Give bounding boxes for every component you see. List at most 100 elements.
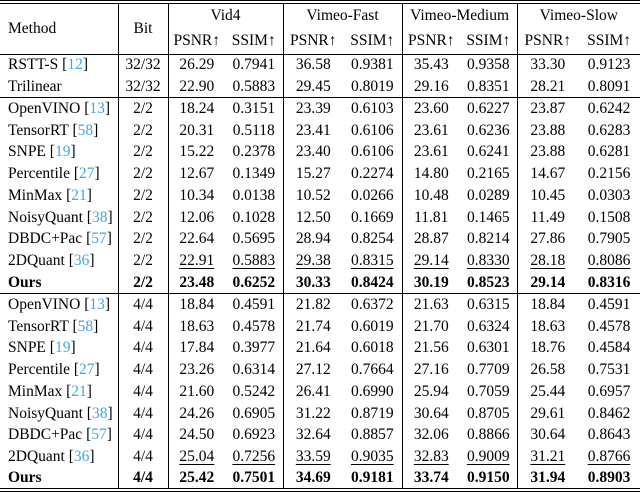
citation-link[interactable]: 57 [91,230,107,248]
citation-link[interactable]: 38 [91,208,108,226]
citation-link[interactable]: 21 [71,186,87,204]
citation-link[interactable]: 27 [79,361,95,379]
metric-value: 18.63 [530,317,566,335]
metric-value: 0.8857 [343,424,403,447]
metric-value: 34.69 [295,469,331,487]
citation-link[interactable]: 13 [89,296,105,314]
metric-value: 27.86 [530,230,566,248]
metric-value: 0.8316 [587,273,631,291]
method-name: SNPE [19] [0,141,119,163]
metric-value: 21.82 [295,296,331,314]
table-row: OpenVINO [13] 4/4 18.84 0.4591 21.82 0.6372 21… [0,293,640,316]
metric-value: 21.60 [179,382,215,400]
metric-value: 0.4578 [225,315,284,338]
header-method: Method [0,2,119,54]
bit-width: 4/4 [118,467,169,490]
metric-value: 30.64 [530,426,566,444]
table-row: SNPE [19] 4/4 17.84 0.3977 21.64 0.6018 21.56 0… [0,337,640,359]
table-row: TensorRT [58] 4/4 18.63 0.4578 21.74 0.6019 21… [0,315,640,338]
metric-value: 0.2274 [343,162,403,185]
metric-value: 18.84 [179,296,215,314]
bit-width: 2/2 [118,206,169,229]
metric-value: 24.26 [179,404,215,422]
citation-link[interactable]: 57 [91,426,107,444]
metric-value: 25.42 [179,469,215,487]
citation-link[interactable]: 58 [77,317,94,335]
table-row: NoisyQuant [38] 2/2 12.06 0.1028 12.50 0.1669… [0,206,640,229]
citation-link[interactable]: 21 [71,382,87,400]
metric-value: 23.39 [295,99,331,117]
metric-value: 23.88 [530,143,566,161]
metric-value: 0.7256 [225,446,284,468]
metric-value: 22.64 [179,230,215,248]
metric-value: 0.7059 [460,380,518,403]
method-name: DBDC+Pac [57] [0,424,119,447]
table-row: MinMax [21] 4/4 21.60 0.5242 26.41 0.6990 25.9… [0,380,640,403]
metric-value: 29.38 [295,252,331,270]
metric-value: 0.5883 [225,75,284,98]
citation-link[interactable]: 38 [91,404,108,422]
metric-value: 0.6019 [343,315,403,338]
citation-link[interactable]: 12 [67,56,83,74]
header-ssim: SSIM↑ [225,28,284,54]
metric-value: 0.6281 [587,143,631,161]
metric-value: 23.26 [179,361,215,379]
metric-value: 0.8315 [343,249,403,272]
citation-link[interactable]: 27 [79,165,95,183]
metric-value: 0.3151 [225,97,284,120]
metric-value: 26.58 [530,361,566,379]
bit-width: 4/4 [118,424,169,447]
metric-value: 25.94 [413,382,449,400]
metric-value: 23.61 [413,121,449,139]
metric-value: 0.9358 [460,54,518,76]
metric-value: 0.9009 [460,446,518,468]
metric-value: 0.6905 [225,402,284,425]
bit-width: 2/2 [118,162,169,185]
method-name: SNPE [19] [0,337,119,359]
citation-link[interactable]: 13 [89,99,105,117]
metric-value: 0.4578 [587,317,631,335]
method-name: NoisyQuant [38] [0,402,119,425]
metric-value: 32.83 [413,448,449,466]
table-section-0: RSTT-S [12] 32/32 26.29 0.7941 36.58 0.9381 35… [0,54,640,98]
table-row: MinMax [21] 2/2 10.34 0.0138 10.52 0.0266 10.4… [0,184,640,207]
metric-value: 23.87 [530,99,566,117]
metric-value: 15.27 [295,165,331,183]
table-row: NoisyQuant [38] 4/4 24.26 0.6905 31.22 0.8719… [0,402,640,425]
metric-value: 0.6018 [343,337,403,359]
header-group-vimeo-fast: Vimeo-Fast [283,2,403,28]
citation-link[interactable]: 36 [73,448,90,466]
citation-link[interactable]: 36 [73,252,90,270]
method-name: MinMax [21] [0,184,119,207]
table-section-1: OpenVINO [13] 2/2 18.24 0.3151 23.39 0.6103 23… [0,97,640,294]
metric-value: 28.94 [295,230,331,248]
bit-width: 4/4 [118,380,169,403]
method-name: Percentile [27] [0,358,119,381]
metric-value: 20.31 [179,121,215,139]
citation-link[interactable]: 19 [54,143,71,161]
citation-link[interactable]: 19 [54,339,71,357]
table-row: Percentile [27] 2/2 12.67 0.1349 15.27 0.2274… [0,162,640,185]
metric-value: 0.1465 [460,206,518,229]
metric-value: 26.41 [295,382,331,400]
metric-value: 0.7531 [587,361,631,379]
metric-value: 0.5883 [225,249,284,272]
metric-value: 0.6301 [460,337,518,359]
metric-value: 0.5118 [225,119,284,142]
metric-value: 25.44 [530,382,566,400]
metric-value: 23.61 [413,143,449,161]
metric-value: 12.06 [179,208,215,226]
metric-value: 11.49 [530,208,565,226]
metric-value: 0.8766 [587,448,631,466]
citation-link[interactable]: 58 [77,121,94,139]
metric-value: 10.34 [179,186,215,204]
metric-value: 0.6106 [343,119,403,142]
metric-value: 0.7905 [587,230,631,248]
method-name: TensorRT [58] [0,315,119,338]
method-name: Trilinear [0,75,119,98]
metric-value: 0.8462 [587,404,631,422]
metric-value: 23.40 [295,143,331,161]
metric-value: 31.22 [295,404,331,422]
method-name: MinMax [21] [0,380,119,403]
method-name: 2DQuant [36] [0,446,119,468]
